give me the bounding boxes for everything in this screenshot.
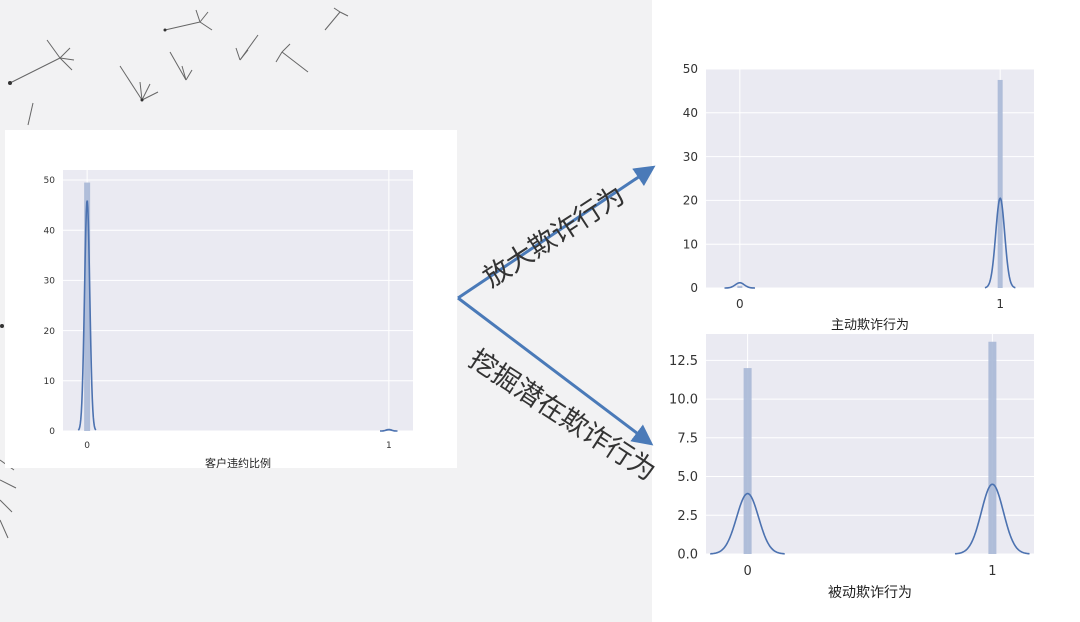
y-tick-label: 10 xyxy=(44,377,56,387)
x-tick-label: 0 xyxy=(743,564,751,579)
kde-curve xyxy=(710,492,785,555)
y-tick-label: 40 xyxy=(44,226,56,236)
y-tick-label: 40 xyxy=(683,106,698,120)
histogram-bar xyxy=(997,79,1003,288)
histogram-bar xyxy=(743,368,752,554)
x-tick-label: 0 xyxy=(84,441,90,451)
y-tick-label: 10 xyxy=(683,237,698,251)
histogram-bar xyxy=(84,182,91,431)
y-tick-label: 0 xyxy=(690,281,698,295)
y-tick-label: 50 xyxy=(44,176,56,186)
y-tick-label: 12.5 xyxy=(669,354,698,369)
x-tick-label: 1 xyxy=(996,297,1004,311)
x-tick-label: 0 xyxy=(736,297,744,311)
x-tick-label: 1 xyxy=(988,564,996,579)
y-tick-label: 30 xyxy=(44,277,56,287)
arrow-up xyxy=(457,165,656,300)
arrow-down xyxy=(457,296,654,446)
y-tick-label: 10.0 xyxy=(669,393,698,408)
y-tick-label: 30 xyxy=(683,150,698,164)
kde-curve xyxy=(380,428,398,432)
kde-curve xyxy=(77,200,97,431)
y-tick-label: 50 xyxy=(683,62,698,76)
y-tick-label: 0 xyxy=(49,427,55,437)
kde-curve xyxy=(984,197,1016,289)
y-tick-label: 5.0 xyxy=(677,470,698,485)
x-axis-label: 主动欺诈行为 xyxy=(831,318,909,332)
chart-active-fraud: 0 10 20 30 40 50 0 1 主动欺诈行为 xyxy=(683,62,1034,332)
y-tick-label: 20 xyxy=(683,194,698,208)
x-axis-label: 被动欺诈行为 xyxy=(828,585,912,601)
chart-customer-default-ratio: 0 10 20 30 40 50 0 1 客户违约比例 xyxy=(44,170,413,470)
x-axis-label: 客户违约比例 xyxy=(205,456,271,468)
y-tick-label: 2.5 xyxy=(677,509,698,524)
histogram-bar xyxy=(988,341,997,554)
y-tick-label: 20 xyxy=(44,327,56,337)
histogram-bar xyxy=(737,285,743,288)
plot-area xyxy=(63,170,413,431)
kde-curve xyxy=(724,281,755,289)
y-tick-label: 7.5 xyxy=(677,431,698,446)
y-tick-label: 0.0 xyxy=(677,548,698,563)
chart-passive-fraud: 0.0 2.5 5.0 7.5 10.0 12.5 0 1 被动欺诈行为 xyxy=(669,334,1034,601)
kde-curve xyxy=(954,483,1030,555)
plot-area xyxy=(706,69,1034,288)
chart-card-left: 0 10 20 30 40 50 0 1 客户违约比例 xyxy=(5,130,457,470)
x-tick-label: 1 xyxy=(386,441,392,451)
